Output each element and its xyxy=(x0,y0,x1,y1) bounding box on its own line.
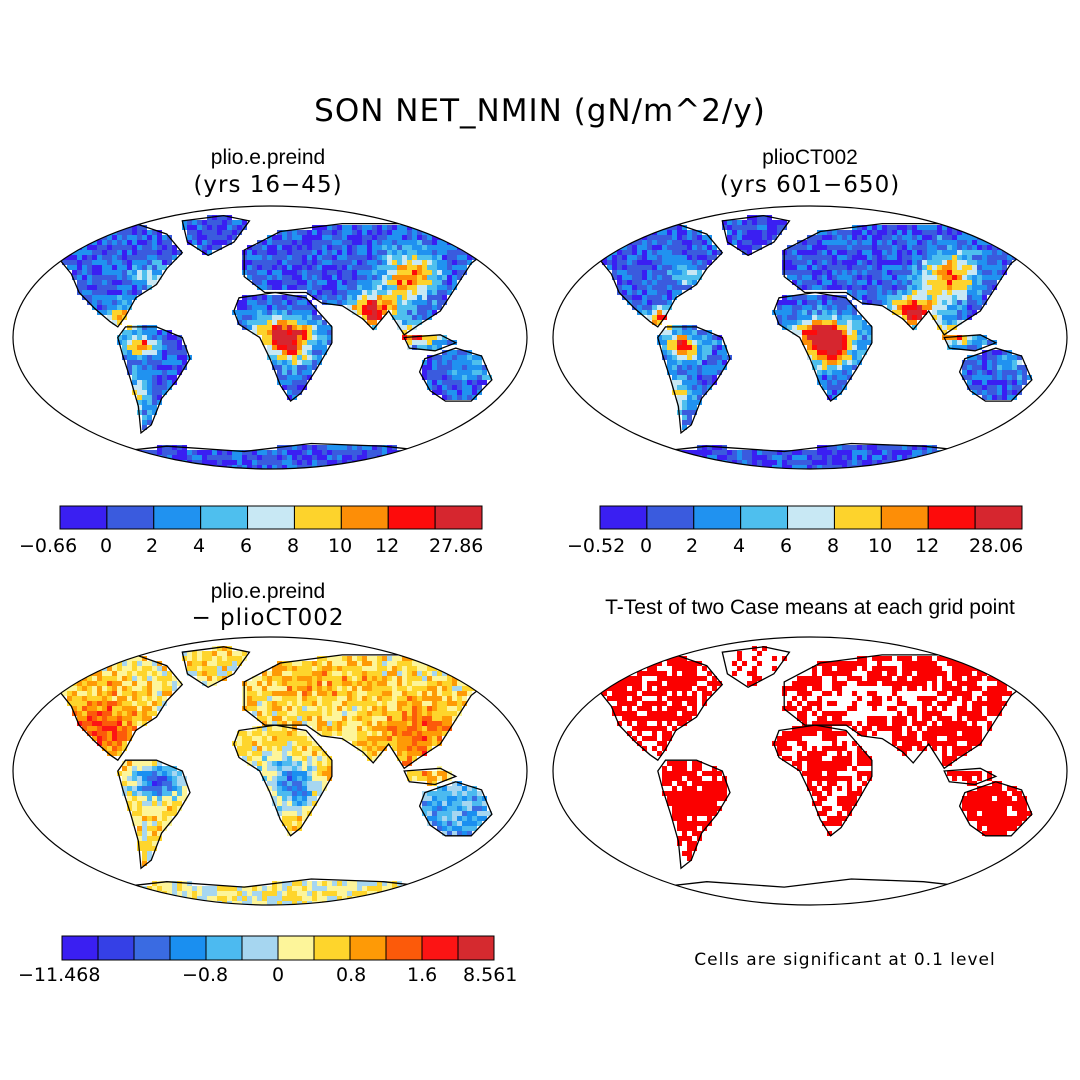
panel-3-map-coastline-south-america xyxy=(117,759,191,870)
panel-3-map-coastline-africa xyxy=(233,724,333,837)
panel-1-colorbar-label-1: −0.66 xyxy=(19,535,78,557)
panel-2-colorbar-label-7: 10 xyxy=(868,535,893,557)
panel-1-map-coastline-south-america xyxy=(117,326,191,435)
panel-3-map xyxy=(12,636,528,906)
panel-1-colorbar-swatch-2 xyxy=(106,505,155,530)
panel-1-map-frame xyxy=(12,205,528,470)
panel-3-subtitle: − plioCT002 xyxy=(191,605,345,631)
panel-1-colorbar-label-8: 12 xyxy=(375,535,400,557)
panel-1-colorbar-swatch-3 xyxy=(153,505,202,530)
panel-1-map-coastline-indonesia xyxy=(403,334,458,352)
panel-3-colorbar xyxy=(61,935,495,961)
panel-3-map-coastline-north-america xyxy=(57,654,184,762)
panel-2-map-coastline-africa xyxy=(773,291,873,403)
panel-4-map xyxy=(552,636,1068,906)
panel-1-colorbar-label-9: 27.86 xyxy=(429,535,484,557)
panel-1-colorbar-swatch-7 xyxy=(340,505,389,530)
panel-4-map-coastline-south-america xyxy=(657,759,731,870)
panel-2-map-coastline-north-america xyxy=(597,222,724,328)
panel-4-map-coastline-africa xyxy=(773,724,873,837)
panel-2-colorbar-swatch-1 xyxy=(599,505,648,530)
panel-2-colorbar-label-9: 28.06 xyxy=(969,535,1024,557)
panel-1-colorbar-label-5: 6 xyxy=(240,535,253,557)
panel-2-map-coastline-south-america xyxy=(657,326,731,435)
panel-2-colorbar-label-8: 12 xyxy=(915,535,940,557)
panel-3-colorbar-swatch-1 xyxy=(61,935,99,961)
panel-1-colorbar-swatch-9 xyxy=(434,505,483,530)
panel-3-colorbar-swatch-11 xyxy=(421,935,459,961)
panel-3-colorbar-label-5: 1.6 xyxy=(407,964,438,986)
panel-3-colorbar-swatch-5 xyxy=(205,935,243,961)
panel-3-colorbar-swatch-9 xyxy=(349,935,387,961)
panel-2-map xyxy=(552,205,1068,470)
panel-1-map-coastline-australia xyxy=(418,347,493,402)
panel-2-colorbar-swatch-9 xyxy=(974,505,1023,530)
panel-2-colorbar-label-4: 4 xyxy=(733,535,746,557)
panel-2-colorbar-label-1: −0.52 xyxy=(567,535,626,557)
panel-1-colorbar-swatch-4 xyxy=(200,505,249,530)
panel-1-map-coastline-africa xyxy=(233,291,333,403)
panel-2-colorbar-label-6: 8 xyxy=(827,535,840,557)
panel-2-colorbar-swatch-7 xyxy=(880,505,929,530)
panel-2-colorbar-label-2: 0 xyxy=(640,535,653,557)
panel-4-map-frame xyxy=(552,636,1068,906)
panel-3-title: plio.e.preind xyxy=(210,580,326,603)
panel-1-subtitle: (yrs 16−45) xyxy=(193,172,343,198)
panel-2-colorbar xyxy=(599,505,1023,530)
panel-4-map-coastline-north-america xyxy=(597,654,724,762)
panel-2-map-coastline-australia xyxy=(958,347,1033,402)
panel-3-map-frame xyxy=(12,636,528,906)
panel-2-map-frame xyxy=(552,205,1068,470)
panel-2-title: plioCT002 xyxy=(762,146,858,169)
panel-1-title: plio.e.preind xyxy=(210,146,326,169)
panel-3-colorbar-swatch-7 xyxy=(277,935,315,961)
panel-2-colorbar-swatch-6 xyxy=(833,505,882,530)
panel-2-map-coastline-indonesia xyxy=(943,334,998,352)
panel-4-note: Cells are significant at 0.1 level xyxy=(694,950,996,970)
panel-3-colorbar-swatch-3 xyxy=(133,935,171,961)
panel-1-colorbar-label-2: 0 xyxy=(100,535,113,557)
panel-2-colorbar-swatch-2 xyxy=(646,505,695,530)
panel-1-colorbar-label-7: 10 xyxy=(328,535,353,557)
panel-1-colorbar-swatch-1 xyxy=(59,505,108,530)
panel-4-map-coastline-greenland xyxy=(721,646,791,689)
panel-3-colorbar-label-1: −11.468 xyxy=(18,964,101,986)
panel-1-map-coastline-north-america xyxy=(57,222,184,328)
panel-1-colorbar-swatch-8 xyxy=(387,505,436,530)
panel-2-colorbar-swatch-5 xyxy=(787,505,835,530)
panel-3-colorbar-label-2: −0.8 xyxy=(182,964,229,986)
panel-2-subtitle: (yrs 601−650) xyxy=(719,172,901,198)
panel-2-colorbar-swatch-4 xyxy=(740,505,789,530)
panel-3-colorbar-swatch-4 xyxy=(169,935,207,961)
panel-3-map-coastline-australia xyxy=(418,781,493,837)
panel-2-colorbar-swatch-8 xyxy=(927,505,976,530)
panel-3-colorbar-swatch-8 xyxy=(313,935,351,961)
panel-1-colorbar-label-6: 8 xyxy=(287,535,300,557)
panel-3-map-coastline-indonesia xyxy=(403,767,458,786)
panel-3-map-coastline-greenland xyxy=(181,646,251,689)
panel-3-colorbar-label-4: 0.8 xyxy=(336,964,367,986)
panel-1-map-coastline-greenland xyxy=(181,214,251,257)
panel-2-colorbar-label-3: 2 xyxy=(686,535,699,557)
panel-1-colorbar xyxy=(59,505,483,530)
panel-1-map xyxy=(12,205,528,470)
figure-title: SON NET_NMIN (gN/m^2/y) xyxy=(314,93,766,129)
panel-1-colorbar-label-4: 4 xyxy=(193,535,206,557)
panel-3-colorbar-swatch-10 xyxy=(385,935,423,961)
panel-1-colorbar-label-3: 2 xyxy=(146,535,159,557)
panel-2-colorbar-label-5: 6 xyxy=(780,535,793,557)
panel-4-title: T-Test of two Case means at each grid po… xyxy=(605,596,1015,619)
panel-1-colorbar-swatch-5 xyxy=(247,505,295,530)
panel-1-colorbar-swatch-6 xyxy=(293,505,342,530)
panel-2-colorbar-swatch-3 xyxy=(693,505,742,530)
panel-3-colorbar-swatch-2 xyxy=(97,935,135,961)
panel-3-colorbar-label-3: 0 xyxy=(272,964,285,986)
panel-3-colorbar-swatch-12 xyxy=(457,935,495,961)
panel-4-map-coastline-indonesia xyxy=(943,767,998,786)
panel-2-map-coastline-greenland xyxy=(721,214,791,257)
panel-3-colorbar-label-6: 8.561 xyxy=(463,964,518,986)
panel-3-colorbar-swatch-6 xyxy=(241,935,279,961)
panel-4-map-coastline-australia xyxy=(958,781,1033,837)
